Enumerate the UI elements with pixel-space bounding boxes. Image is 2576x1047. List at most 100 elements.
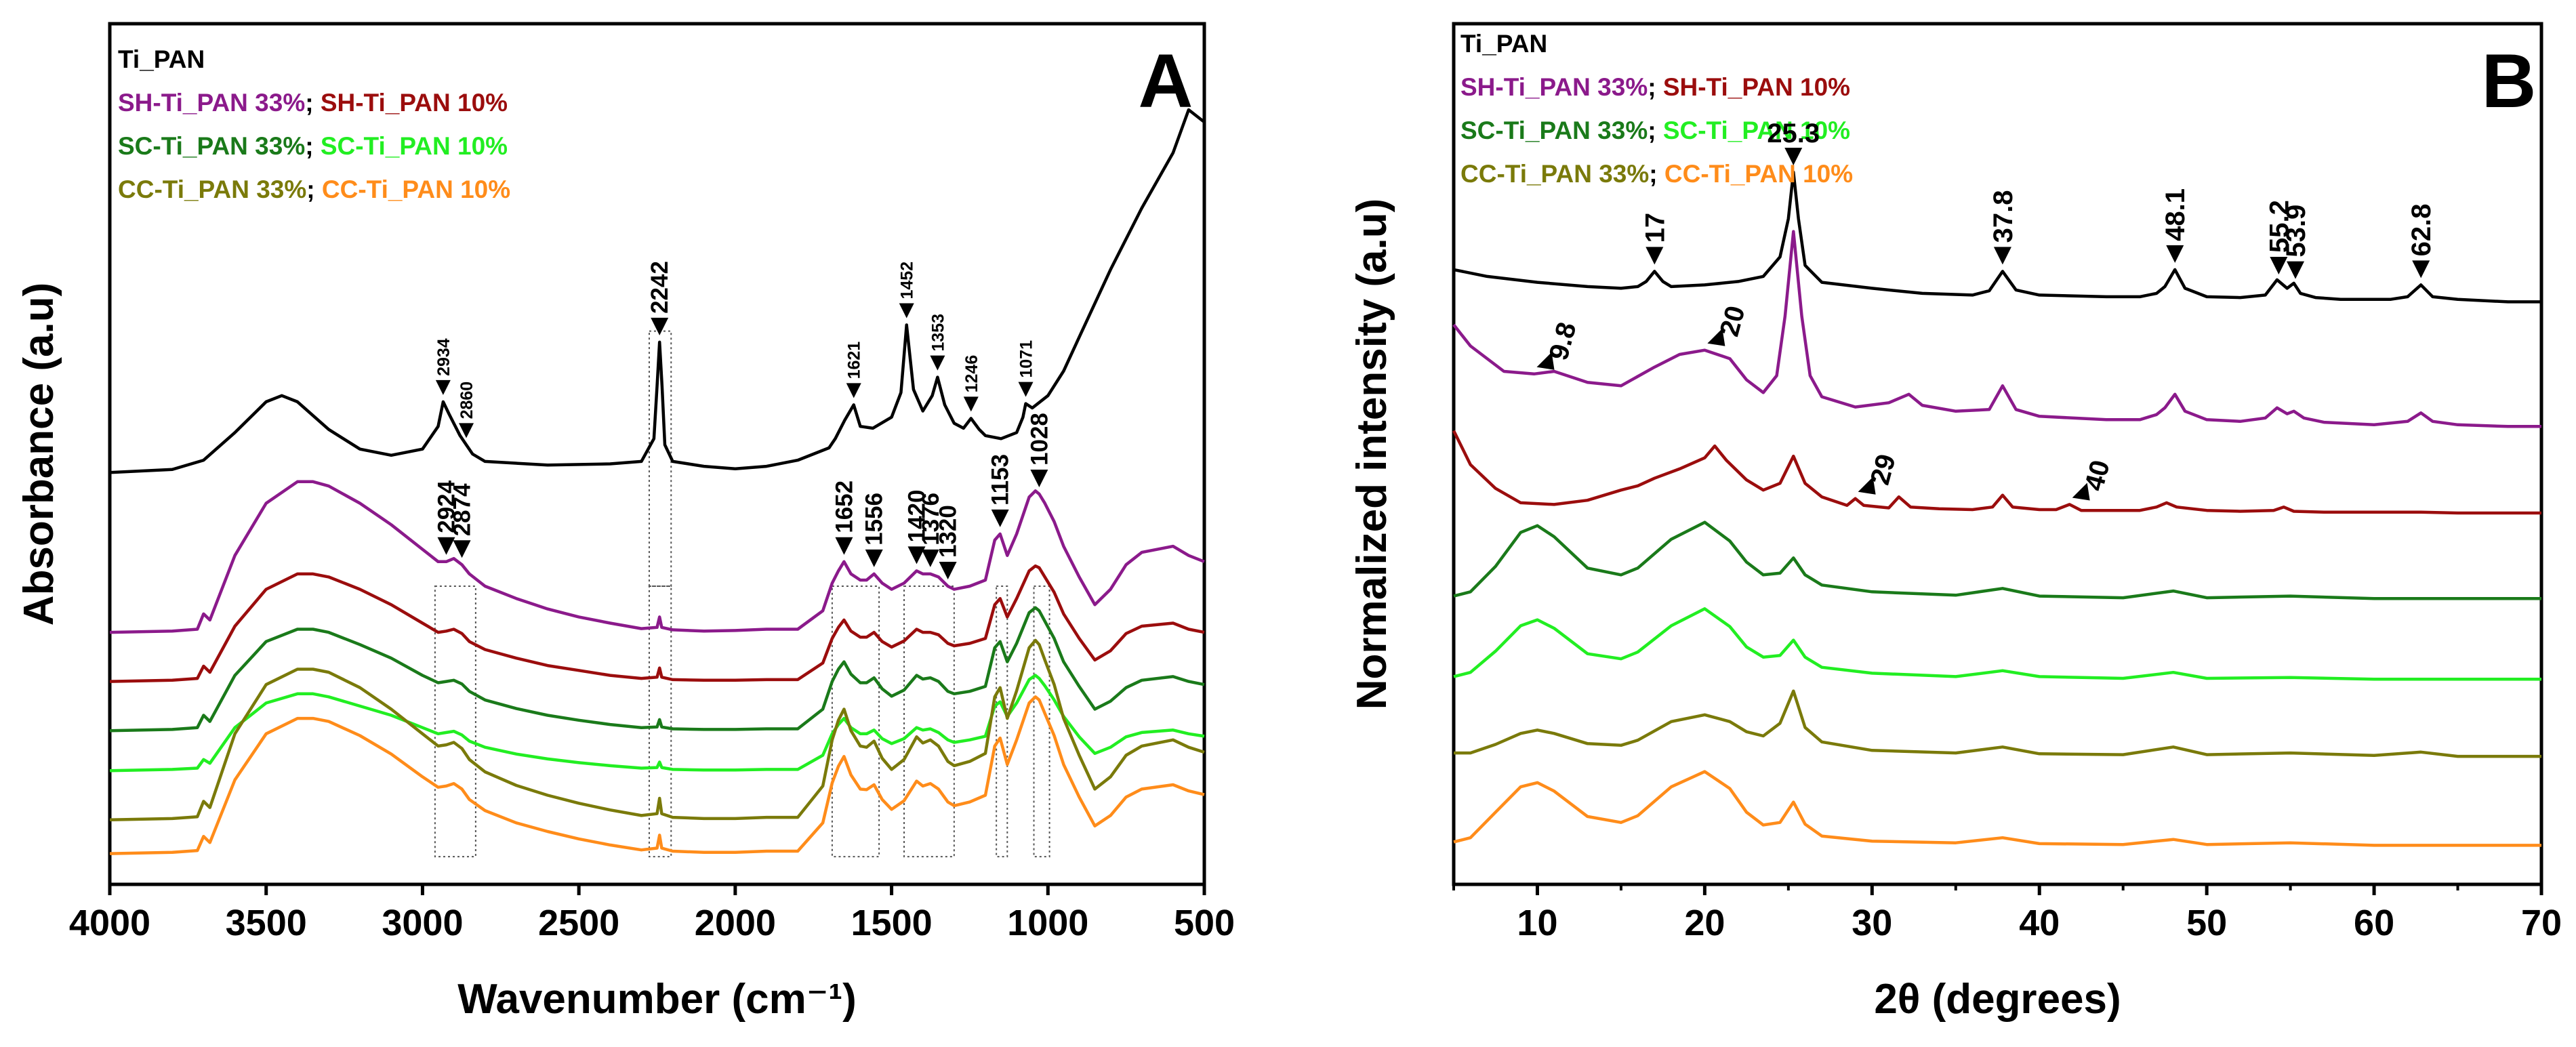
chart2-legend-row-1: Ti_PAN — [1460, 30, 1547, 58]
chart2-annotation-55-2-label: 55.2 — [2264, 200, 2294, 253]
chart1-legend-ti-pan: Ti_PAN — [118, 45, 205, 73]
chart1-annotation-1621-marker — [846, 383, 861, 398]
chart2-annotation-25-3-marker — [1784, 147, 1803, 165]
chart1-annotation-2934-marker — [435, 379, 451, 395]
chart1-legend-sh-ti-pan-10: SH-Ti_PAN 10% — [321, 89, 508, 117]
chart1-legend-sh-ti-pan-33: SH-Ti_PAN 33% — [118, 89, 305, 117]
chart1-series-ti-pan — [109, 108, 1206, 474]
chart2-annotation-62-8-label: 62.8 — [2407, 204, 2436, 257]
panel-a: 4000 3500 3000 2500 2000 1500 1000 500 Wavenumbe… — [16, 22, 1235, 1023]
chart2-series-sh-ti-pan-33 — [1452, 230, 2541, 428]
chart1-annotation-1353-label: 1353 — [928, 314, 947, 352]
chart2-x-tick-label: 30 — [1852, 903, 1892, 943]
chart1-annotation-1376: 1376 — [918, 493, 944, 567]
chart1-annotation-1028: 1028 — [1026, 413, 1052, 487]
chart2-annotation-17-marker — [1645, 247, 1664, 265]
chart1-annotation-1376-marker — [921, 549, 939, 567]
chart2-series-cc-ti-pan-33 — [1454, 689, 2541, 758]
chart2-annotation-55-2: 55.2 — [2264, 200, 2294, 274]
chart2-legend-ti-pan: Ti_PAN — [1460, 30, 1547, 58]
chart1-x-tick-label: 2500 — [538, 903, 619, 943]
chart1-region-box-1 — [434, 586, 476, 858]
chart1-annotation-1652-label: 1652 — [831, 480, 857, 533]
chart1-annotation-1452-marker — [899, 303, 914, 319]
chart1-annotation-1028-marker — [1030, 469, 1048, 487]
chart1-annotation-1246: 1246 — [962, 355, 981, 412]
chart1-legend-sc-ti-pan-33: SC-Ti_PAN 33% — [118, 132, 305, 160]
chart1-x-tick-label: 3500 — [226, 903, 307, 943]
chart1-annotation-1556: 1556 — [861, 493, 888, 567]
chart1-annotation-1320-label: 1320 — [935, 505, 962, 558]
chart1-annotation-1246-marker — [963, 396, 979, 412]
chart2-annotation-20-marker — [1707, 328, 1725, 346]
chart2-legend-separator: ; — [1649, 160, 1664, 188]
chart1-annotation-2924: 2924 — [433, 480, 459, 555]
chart2-annotation-25-3: 25.3 — [1767, 119, 1820, 165]
chart2-annotation-53-9-label: 53.9 — [2281, 205, 2311, 258]
chart2-series-sc-ti-pan-10 — [1453, 607, 2541, 681]
chart1-series-sh-ti-pan-10 — [109, 564, 1205, 683]
chart1-annotation-2860: 2860 — [457, 382, 476, 438]
chart1-annotation-1556-label: 1556 — [861, 493, 888, 546]
chart1-region-box-2 — [648, 586, 672, 858]
chart1-annotation-1071: 1071 — [1017, 340, 1036, 397]
chart1-annotation-2924-label: 2924 — [433, 480, 459, 533]
chart1-legend-cc-ti-pan-10: CC-Ti_PAN 10% — [322, 176, 510, 203]
chart2-x-tick-label: 10 — [1517, 903, 1557, 943]
chart2-y-axis-title: Normalized intensity (a.u) — [1349, 199, 1395, 710]
chart1-annotation-2860-label: 2860 — [457, 382, 476, 419]
chart2-series-ti-pan — [1453, 170, 2541, 304]
chart2-legend-row-2: SH-Ti_PAN 33%; SH-Ti_PAN 10% — [1460, 73, 1850, 101]
chart2-annotation-29-marker — [1858, 476, 1876, 495]
chart2-x-axis-title: 2θ (degrees) — [1874, 976, 2121, 1023]
chart1-annotation-1452: 1452 — [898, 262, 917, 319]
chart2-legend-cc-ti-pan-10: CC-Ti_PAN 10% — [1664, 160, 1853, 188]
chart1-annotation-1376-label: 1376 — [918, 493, 944, 546]
chart1-series-cc-ti-pan-33 — [109, 638, 1205, 822]
chart1-annotation-2242-label: 2242 — [647, 261, 673, 314]
chart1-legend-row-2: SH-Ti_PAN 33%; SH-Ti_PAN 10% — [118, 89, 508, 117]
chart1-x-tick-label: 4000 — [69, 903, 150, 943]
chart2-annotation-37-8-label: 37.8 — [1988, 190, 2018, 243]
chart1-legend-cc-ti-pan-33: CC-Ti_PAN 33% — [118, 176, 306, 203]
chart2-legend-row-4: CC-Ti_PAN 33%; CC-Ti_PAN 10% — [1460, 160, 1853, 188]
chart1-annotation-1246-label: 1246 — [962, 355, 981, 393]
chart2-annotation-48-1: 48.1 — [2161, 188, 2190, 263]
chart2-legend-separator: ; — [1648, 117, 1663, 144]
chart2-legend-sh-ti-pan-10: SH-Ti_PAN 10% — [1663, 73, 1850, 101]
chart1-annotation-1420-label: 1420 — [903, 489, 930, 542]
chart1-region-box-6 — [1033, 586, 1050, 858]
chart2-annotation-53-9-marker — [2287, 261, 2305, 279]
chart1-x-tick-label: 2000 — [695, 903, 776, 943]
chart1-annotation-1028-label: 1028 — [1026, 413, 1052, 466]
chart2-annotation-17-label: 17 — [1640, 213, 1670, 243]
chart1-region-box-3 — [831, 586, 880, 858]
chart2-legend-sc-ti-pan-10: SC-Ti_PAN 10% — [1663, 117, 1850, 144]
chart2-panel-label: B — [2482, 39, 2537, 123]
chart1-region-box-5 — [996, 586, 1008, 858]
chart1-legend-row-4: CC-Ti_PAN 33%; CC-Ti_PAN 10% — [118, 176, 510, 203]
chart1-annotation-1621: 1621 — [845, 342, 864, 398]
chart1-series-sh-ti-pan-33 — [109, 480, 1205, 634]
chart1-x-tick-label: 1000 — [1007, 903, 1088, 943]
chart1-annotation-2934-label: 2934 — [434, 338, 453, 376]
chart2-annotation-17: 17 — [1640, 213, 1670, 265]
chart2-annotation-62-8-marker — [2412, 260, 2430, 279]
chart1-legend-separator: ; — [305, 132, 321, 160]
chart1-legend-row-3: SC-Ti_PAN 33%; SC-Ti_PAN 10% — [118, 132, 508, 160]
chart1-x-tick-label: 1500 — [851, 903, 933, 943]
chart1-series-sc-ti-pan-33 — [109, 606, 1205, 733]
chart1-annotation-1153-label: 1153 — [987, 454, 1014, 506]
chart1-annotation-2934: 2934 — [434, 338, 453, 395]
chart1-x-axis-title: Wavenumber (cm⁻¹) — [457, 976, 857, 1023]
chart1-legend-sc-ti-pan-10: SC-Ti_PAN 10% — [321, 132, 508, 160]
chart1-annotation-1652: 1652 — [831, 480, 857, 555]
chart1-annotation-1652-marker — [835, 537, 853, 555]
chart2-annotation-48-1-label: 48.1 — [2161, 188, 2190, 241]
chart1-annotation-2242: 2242 — [647, 261, 673, 335]
chart2-x-tick-label: 40 — [2019, 903, 2060, 943]
chart2-series-cc-ti-pan-10 — [1453, 770, 2541, 847]
chart1-annotation-1153-marker — [991, 509, 1009, 527]
chart2-annotation-25-3-label: 25.3 — [1767, 119, 1820, 148]
